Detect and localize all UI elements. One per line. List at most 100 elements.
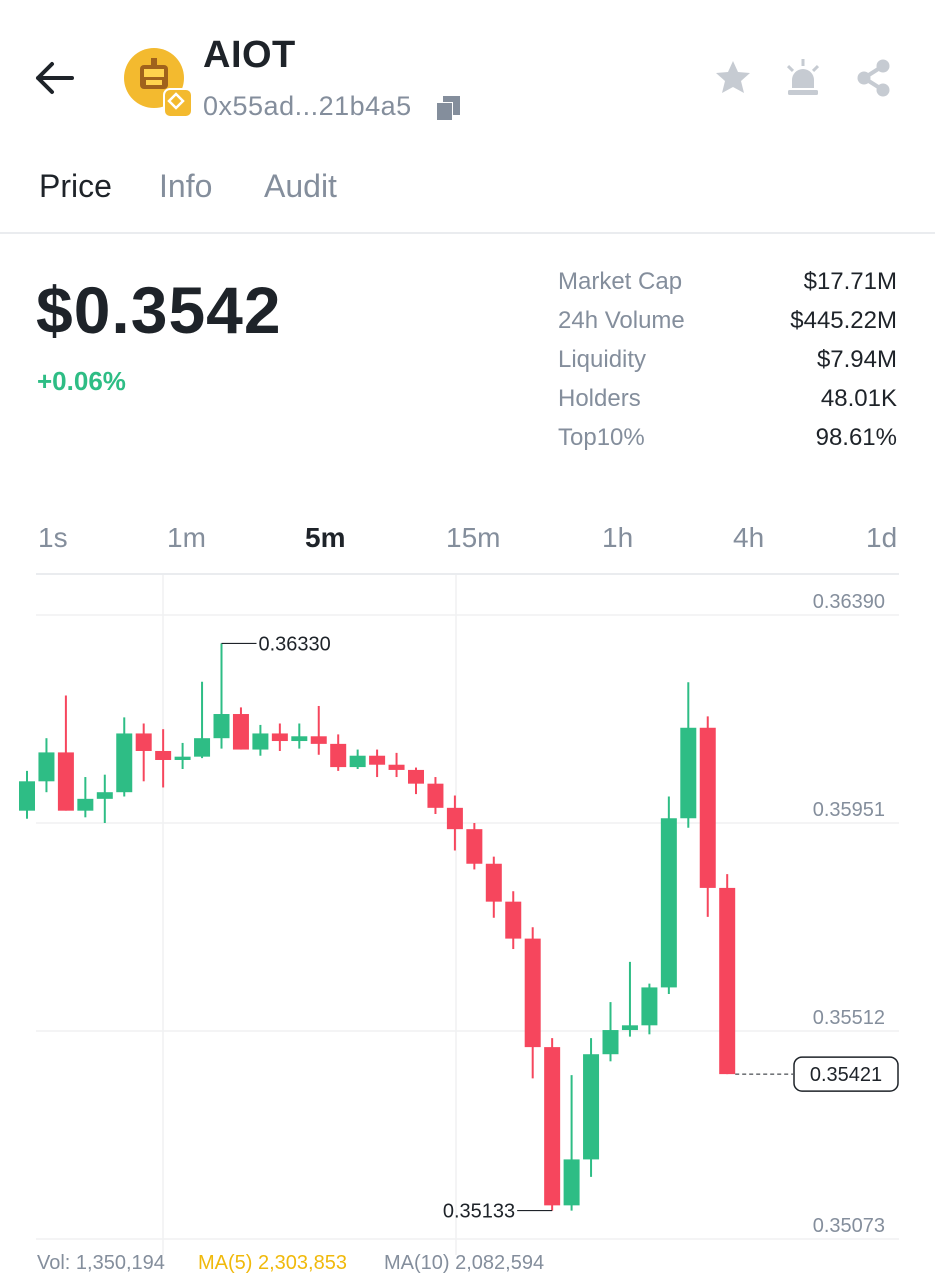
candle-body: [77, 798, 94, 811]
candle: [310, 705, 327, 755]
candle: [602, 1002, 619, 1062]
candle-body: [602, 1030, 619, 1055]
y-tick-label: 0.35073: [813, 1215, 885, 1237]
stat-liquidity-value: $7.94M: [816, 346, 897, 373]
tab-price[interactable]: Price: [39, 168, 112, 204]
candle-body: [388, 764, 405, 770]
candlestick-chart[interactable]: 0.36390 0.35951 0.35512 0.35073 0.36330 0.35…: [0, 575, 935, 1255]
candle-body: [466, 829, 483, 864]
candle: [174, 742, 191, 769]
candle: [544, 1038, 561, 1211]
candle: [19, 770, 35, 819]
interval-divider: [36, 573, 899, 575]
candle-body: [427, 783, 444, 808]
candle-body: [699, 727, 716, 888]
stat-market-cap-value: $17.71M: [803, 268, 897, 295]
stat-holders-value: 48.01K: [820, 385, 897, 412]
candle: [621, 961, 638, 1037]
candle: [427, 777, 444, 814]
candle-body: [349, 755, 366, 768]
candle: [505, 891, 522, 950]
interval-15m[interactable]: 15m: [446, 522, 501, 553]
candle-body: [310, 736, 327, 744]
candle-body: [194, 738, 211, 757]
candle: [291, 723, 308, 749]
stat-market-cap-label: Market Cap: [558, 268, 683, 295]
candle-body: [621, 1025, 638, 1031]
candle-body: [174, 756, 191, 760]
last-price-box: [793, 1056, 899, 1092]
interval-1h[interactable]: 1h: [602, 522, 634, 553]
candle-body: [369, 755, 386, 765]
candle-body: [19, 781, 35, 811]
candle-body: [271, 733, 288, 742]
candle-body: [38, 752, 55, 782]
interval-4h[interactable]: 4h: [733, 522, 765, 553]
candle: [563, 1075, 580, 1211]
candle-body: [680, 727, 697, 819]
current-price: $0.3542: [36, 273, 282, 347]
candle-body: [232, 714, 249, 750]
candle: [408, 767, 424, 795]
candle: [252, 724, 269, 756]
tab-info[interactable]: Info: [159, 168, 213, 204]
candle: [213, 643, 230, 749]
candle-body: [252, 733, 269, 750]
candle: [369, 749, 386, 778]
candle-body: [660, 818, 677, 988]
stat-volume-value: $445.22M: [790, 307, 897, 334]
candle-body: [135, 733, 152, 751]
tabs-divider: [0, 232, 935, 234]
share-icon[interactable]: [854, 58, 894, 98]
tab-audit[interactable]: Audit: [264, 168, 337, 204]
candle-body: [583, 1054, 600, 1160]
copy-icon[interactable]: [434, 94, 462, 122]
back-arrow-icon[interactable]: [32, 58, 76, 98]
chart-grid: [36, 575, 899, 1255]
candle: [349, 749, 366, 769]
candle: [38, 738, 55, 793]
candle: [485, 856, 502, 918]
stat-top10-label: Top10%: [558, 424, 645, 451]
chart-annotations: 0.36330 0.35133 0.35421: [221, 633, 899, 1223]
stat-liquidity-label: Liquidity: [558, 346, 647, 373]
candle-body: [524, 938, 541, 1048]
candle-body: [116, 733, 133, 793]
ma10-readout: MA(10) 2,082,594: [384, 1252, 545, 1274]
last-price-label: 0.35421: [810, 1064, 882, 1086]
interval-5m[interactable]: 5m: [305, 522, 346, 553]
candle-body: [719, 887, 736, 1075]
candle-body: [446, 807, 463, 830]
candle-body: [485, 863, 502, 902]
candle: [524, 927, 541, 1079]
alert-icon[interactable]: [783, 58, 823, 98]
y-tick-label: 0.35951: [813, 799, 885, 821]
candle: [116, 717, 133, 797]
candle-body: [563, 1159, 580, 1206]
candle: [466, 823, 483, 870]
candle-body: [641, 987, 658, 1026]
candle-body: [330, 743, 347, 768]
interval-1m[interactable]: 1m: [167, 522, 206, 553]
candle-body: [505, 901, 522, 939]
candle: [660, 796, 677, 995]
token-logo: [124, 48, 184, 108]
y-tick-label: 0.36390: [813, 591, 885, 613]
candle: [77, 777, 94, 818]
high-price-label: 0.36330: [259, 633, 331, 655]
candle-body: [96, 792, 113, 799]
contract-address[interactable]: 0x55ad...21b4a5: [203, 91, 412, 121]
candle: [96, 774, 113, 823]
y-axis-ticks: 0.36390 0.35951 0.35512 0.35073: [813, 591, 885, 1237]
candle: [388, 752, 405, 778]
candle: [155, 729, 172, 788]
ma5-readout: MA(5) 2,303,853: [198, 1252, 347, 1274]
candle: [583, 1038, 600, 1177]
stat-holders-label: Holders: [558, 385, 641, 412]
interval-1d[interactable]: 1d: [866, 522, 898, 553]
candle: [446, 795, 463, 851]
candle: [680, 682, 697, 828]
star-icon[interactable]: [713, 58, 753, 98]
interval-1s[interactable]: 1s: [38, 522, 68, 553]
candle: [719, 874, 736, 1075]
